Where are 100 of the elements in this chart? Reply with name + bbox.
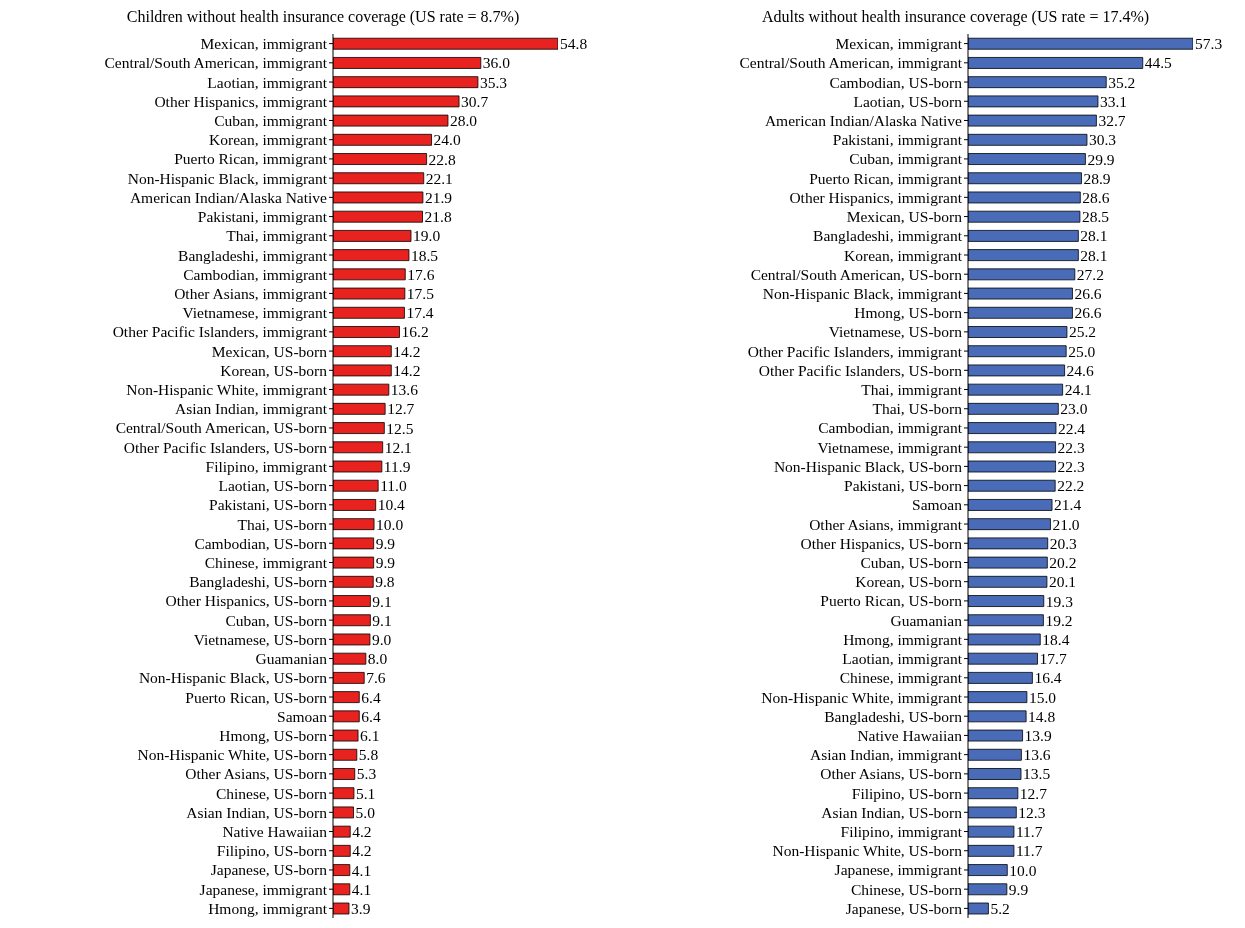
data-label: 28.6 (1082, 188, 1110, 206)
data-label: 27.2 (1076, 265, 1104, 283)
y-tick-label: Non-Hispanic Black, immigrant (762, 284, 963, 302)
y-tick-label: Filipino, US-born (851, 784, 963, 802)
y-tick-label: Korean, immigrant (209, 131, 328, 149)
y-tick-label: Laotian, US-born (218, 477, 328, 495)
y-tick-label: Bangladeshi, US-born (824, 707, 963, 725)
y-tick-label: Central/South American, US-born (750, 265, 963, 283)
y-tick-label: Native Hawaiian (857, 726, 963, 744)
y-tick-label: Korean, US-born (855, 573, 963, 591)
y-tick-label: Mexican, immigrant (835, 35, 963, 53)
y-tick-label: Cambodian, immigrant (818, 419, 963, 437)
y-tick-label: Samoan (912, 496, 963, 514)
data-label: 28.1 (1080, 227, 1108, 245)
data-label: 12.1 (384, 438, 412, 456)
y-tick-label: Japanese, immigrant (834, 861, 963, 879)
y-tick-label: Non-Hispanic Black, immigrant (127, 169, 328, 187)
data-label: 8.0 (367, 650, 388, 668)
data-label: 18.5 (410, 246, 439, 264)
y-tick-label: Korean, US-born (220, 361, 328, 379)
data-label: 26.6 (1074, 304, 1102, 322)
data-label: 11.7 (1015, 842, 1043, 860)
y-tick-label: Guamanian (890, 611, 963, 629)
data-label: 9.9 (1008, 880, 1029, 898)
data-label: 5.0 (355, 803, 376, 821)
y-tick-label: Filipino, US-born (216, 842, 328, 860)
y-tick-label: Vietnamese, immigrant (182, 304, 328, 322)
data-label: 12.3 (1018, 803, 1046, 821)
data-label: 19.0 (413, 227, 441, 245)
data-label: 14.2 (393, 342, 421, 360)
data-label: 21.4 (1054, 496, 1082, 514)
data-label: 28.0 (449, 112, 478, 130)
data-label: 36.0 (482, 54, 511, 72)
data-label: 22.1 (425, 169, 453, 187)
y-tick-label: Japanese, US-born (210, 861, 328, 879)
data-label: 25.0 (1068, 342, 1096, 360)
data-label: 25.2 (1068, 323, 1097, 341)
data-label: 14.8 (1028, 707, 1056, 725)
y-tick-label: Samoan (277, 707, 328, 725)
data-label: 15.0 (1028, 688, 1057, 706)
data-label: 9.1 (372, 592, 392, 610)
y-tick-label: Pakistani, US-born (209, 496, 328, 514)
y-tick-label: Laotian, immigrant (842, 650, 963, 668)
y-tick-label: Non-Hispanic White, US-born (137, 746, 328, 764)
y-tick-label: Chinese, immigrant (204, 553, 328, 571)
data-label: 22.3 (1057, 438, 1085, 456)
y-tick-label: Central/South American, immigrant (739, 54, 963, 72)
data-label: 4.2 (352, 842, 372, 860)
data-label: 13.6 (1023, 746, 1051, 764)
data-label: 9.1 (372, 611, 392, 629)
y-tick-label: Pakistani, immigrant (197, 208, 328, 226)
y-tick-label: Chinese, immigrant (839, 669, 963, 687)
data-label: 9.9 (375, 534, 396, 552)
y-tick-label: Other Asians, US-born (185, 765, 328, 783)
data-label: 26.6 (1074, 285, 1102, 303)
y-tick-label: Non-Hispanic Black, US-born (773, 457, 963, 475)
y-tick-label: Other Asians, immigrant (809, 515, 963, 533)
y-tick-label: Bangladeshi, immigrant (813, 227, 963, 245)
data-label: 6.1 (360, 727, 380, 745)
data-label: 14.2 (393, 361, 421, 379)
y-tick-label: Non-Hispanic Black, US-born (138, 669, 328, 687)
y-tick-label: Laotian, immigrant (207, 73, 328, 91)
y-tick-label: Asian Indian, US-born (186, 803, 328, 821)
data-label: 35.2 (1108, 73, 1136, 91)
data-label: 21.0 (1052, 515, 1080, 533)
y-tick-label: Chinese, US-born (850, 880, 963, 898)
y-tick-label: Chinese, US-born (215, 784, 328, 802)
y-tick-label: Pakistani, US-born (844, 477, 963, 495)
y-tick-label: Puerto Rican, US-born (820, 592, 963, 610)
y-tick-label: Cuban, US-born (860, 553, 963, 571)
data-label: 13.5 (1023, 765, 1051, 783)
y-tick-label: Japanese, immigrant (199, 880, 328, 898)
data-label: 23.0 (1060, 400, 1088, 418)
y-tick-label: Laotian, US-born (853, 92, 963, 110)
y-tick-label: Other Hispanics, US-born (800, 534, 963, 552)
chart-title: Children without health insurance coverage (US rate = 8.7%) (125, 8, 521, 28)
y-tick-label: Korean, immigrant (844, 246, 963, 264)
y-tick-label: Asian Indian, immigrant (175, 400, 328, 418)
y-tick-label: Puerto Rican, immigrant (174, 150, 328, 168)
data-label: 30.7 (461, 92, 489, 110)
y-tick-label: Other Hispanics, US-born (165, 592, 328, 610)
y-tick-label: Other Hispanics, immigrant (789, 188, 963, 206)
y-tick-label: Cuban, immigrant (849, 150, 963, 168)
y-tick-label: Puerto Rican, immigrant (809, 169, 963, 187)
data-label: 12.7 (1019, 784, 1048, 802)
y-tick-label: Mexican, US-born (211, 342, 328, 360)
data-label: 24.6 (1066, 361, 1094, 379)
y-tick-label: Other Hispanics, immigrant (154, 92, 328, 110)
data-label: 11.0 (380, 477, 407, 495)
data-label: 6.4 (361, 707, 381, 725)
y-tick-label: Puerto Rican, US-born (185, 688, 328, 706)
y-tick-label: Filipino, immigrant (205, 457, 328, 475)
y-tick-label: Non-Hispanic White, immigrant (761, 688, 963, 706)
y-tick-label: Cuban, immigrant (214, 111, 328, 129)
data-label: 17.4 (406, 304, 434, 322)
data-label: 10.0 (1009, 861, 1037, 879)
data-label: 17.6 (407, 265, 435, 283)
data-label: 22.8 (428, 150, 456, 168)
y-tick-label: Mexican, immigrant (200, 35, 328, 53)
data-label: 17.5 (406, 285, 435, 303)
